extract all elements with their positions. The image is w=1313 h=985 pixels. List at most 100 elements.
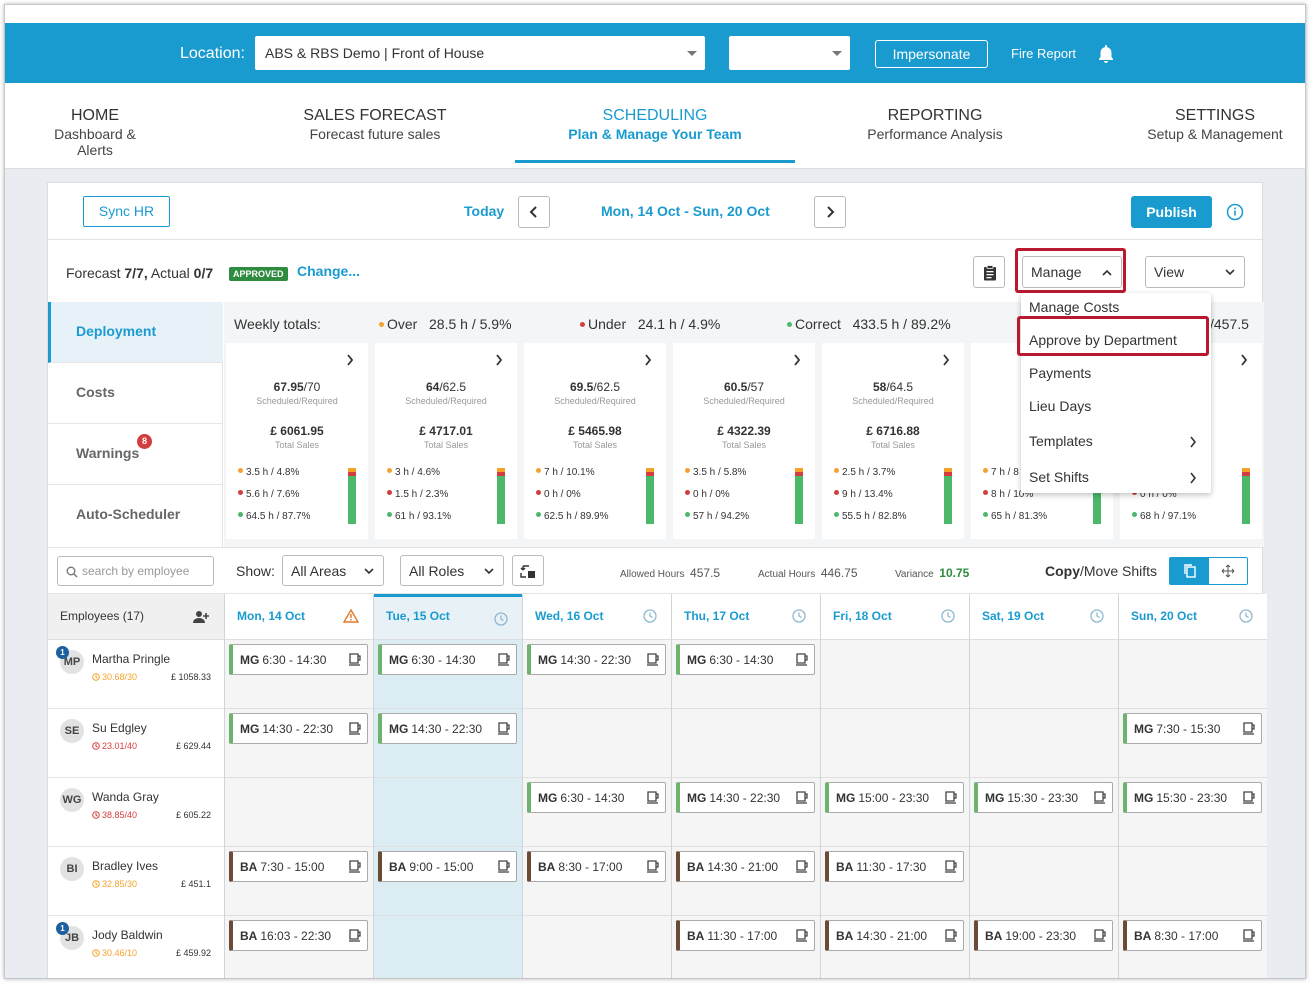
scheduled-required: 67.95/70 xyxy=(273,380,321,394)
change-forecast-link[interactable]: Change... xyxy=(297,263,361,279)
chevron-right-icon[interactable] xyxy=(644,353,652,371)
shift-block[interactable]: MG 7:30 - 15:30 xyxy=(1123,713,1262,744)
over-dot-icon xyxy=(379,322,384,327)
employee-row[interactable]: WG Wanda Gray 38.85/40 £ 605.22 xyxy=(48,778,224,847)
shift-block[interactable]: BA 14:30 - 21:00 xyxy=(825,920,964,951)
sync-hr-button[interactable]: Sync HR xyxy=(83,196,170,227)
publish-button[interactable]: Publish xyxy=(1131,196,1212,228)
shift-block[interactable]: MG 14:30 - 22:30 xyxy=(676,782,815,813)
tab-deployment[interactable]: Deployment xyxy=(48,302,223,363)
nav-settings[interactable]: SETTINGS Setup & Management xyxy=(1147,107,1283,142)
day-header[interactable]: Mon, 14 Oct xyxy=(225,594,373,640)
shift-block[interactable]: MG 15:00 - 23:30 xyxy=(825,782,964,813)
nav-scheduling[interactable]: SCHEDULING Plan & Manage Your Team xyxy=(568,107,742,142)
shift-block[interactable]: MG 14:30 - 22:30 xyxy=(229,713,368,744)
day-column: Sun, 20 Oct MG 7:30 - 15:30 MG 15:30 - 23:30… xyxy=(1118,594,1268,978)
shift-text: MG 14:30 - 22:30 xyxy=(687,791,781,805)
shift-block[interactable]: BA 8:30 - 17:00 xyxy=(1123,920,1262,951)
menu-item-set-shifts[interactable]: Set Shifts xyxy=(1021,469,1211,485)
employee-row[interactable]: BI Bradley Ives 32.85/30 £ 451.1 xyxy=(48,847,224,916)
areas-select[interactable]: All Areas xyxy=(282,555,384,586)
location-select[interactable]: ABS & RBS Demo | Front of House xyxy=(255,36,705,70)
manage-dropdown[interactable]: Manage xyxy=(1022,256,1122,288)
menu-item-lieu-days[interactable]: Lieu Days xyxy=(1029,398,1092,414)
swap-view-button[interactable] xyxy=(512,555,544,586)
shift-block[interactable]: MG 6:30 - 14:30 xyxy=(527,782,666,813)
info-icon[interactable] xyxy=(1226,203,1244,226)
employee-hours: 38.85/40 xyxy=(92,810,137,820)
day-header[interactable]: Thu, 17 Oct xyxy=(672,594,820,640)
shift-block[interactable]: MG 6:30 - 14:30 xyxy=(229,644,368,675)
move-mode-button[interactable] xyxy=(1209,558,1247,584)
day-header[interactable]: Fri, 18 Oct xyxy=(821,594,969,640)
chevron-right-icon xyxy=(827,206,835,218)
shift-block[interactable]: BA 19:00 - 23:30 xyxy=(974,920,1113,951)
chevron-down-icon xyxy=(484,568,494,575)
roles-select[interactable]: All Roles xyxy=(400,555,504,586)
chevron-right-icon[interactable] xyxy=(346,353,354,371)
chevron-right-icon[interactable] xyxy=(793,353,801,371)
secondary-select[interactable] xyxy=(729,36,850,70)
schedule-grid: Employees (17) MP 1 Martha Pringle 30.68/30… xyxy=(48,594,1268,978)
avatar: MP 1 xyxy=(56,646,84,674)
nav-home[interactable]: HOME Dashboard & Alerts xyxy=(54,107,136,158)
under-dot-icon xyxy=(580,322,585,327)
day-header[interactable]: Sat, 19 Oct xyxy=(970,594,1118,640)
chevron-right-icon[interactable] xyxy=(1240,353,1248,371)
tab-auto-scheduler[interactable]: Auto-Scheduler xyxy=(76,506,181,522)
menu-item-approve-by-department[interactable]: Approve by Department xyxy=(1029,332,1177,348)
break-icon xyxy=(796,929,808,942)
shift-block[interactable]: BA 11:30 - 17:00 xyxy=(676,920,815,951)
employee-row[interactable]: SE Su Edgley 23.01/40 £ 629.44 xyxy=(48,709,224,778)
chevron-right-icon[interactable] xyxy=(942,353,950,371)
prev-week-button[interactable] xyxy=(518,196,550,228)
coverage-bar xyxy=(944,468,952,524)
impersonate-button[interactable]: Impersonate xyxy=(875,40,988,68)
chevron-right-icon[interactable] xyxy=(495,353,503,371)
shift-text: MG 6:30 - 14:30 xyxy=(240,653,327,667)
employee-row[interactable]: MP 1 Martha Pringle 30.68/30 £ 1058.33 xyxy=(48,640,224,709)
menu-item-manage-costs[interactable]: Manage Costs xyxy=(1029,299,1120,315)
shift-block[interactable]: BA 11:30 - 17:30 xyxy=(825,851,964,882)
fire-report-link[interactable]: Fire Report xyxy=(1011,46,1077,61)
employee-cost: £ 459.92 xyxy=(175,948,211,958)
shift-block[interactable]: BA 8:30 - 17:00 xyxy=(527,851,666,882)
shift-block[interactable]: BA 14:30 - 21:00 xyxy=(676,851,815,882)
notification-badge: 1 xyxy=(56,646,69,659)
tab-costs[interactable]: Costs xyxy=(48,363,223,424)
coverage-bar xyxy=(1242,468,1250,524)
clock-icon xyxy=(92,742,100,750)
move-icon xyxy=(1221,564,1235,578)
shift-block[interactable]: BA 16:03 - 22:30 xyxy=(229,920,368,951)
shift-block[interactable]: MG 6:30 - 14:30 xyxy=(676,644,815,675)
day-header[interactable]: Wed, 16 Oct xyxy=(523,594,671,640)
employee-row[interactable]: JB 1 Jody Baldwin 30.46/10 £ 459.92 xyxy=(48,916,224,978)
weekly-over: Over 28.5 h / 5.9% xyxy=(379,316,512,332)
today-button[interactable]: Today xyxy=(464,203,505,219)
day-header[interactable]: Tue, 15 Oct xyxy=(374,594,522,640)
correct-stat: 57 h / 94.2% xyxy=(685,511,749,522)
shift-block[interactable]: MG 14:30 - 22:30 xyxy=(378,713,517,744)
menu-item-payments[interactable]: Payments xyxy=(1029,365,1092,381)
nav-sales-forecast[interactable]: SALES FORECAST Forecast future sales xyxy=(303,107,447,142)
shift-block[interactable]: BA 7:30 - 15:00 xyxy=(229,851,368,882)
add-user-icon[interactable] xyxy=(193,610,209,624)
bell-icon[interactable] xyxy=(1097,44,1115,69)
shift-block[interactable]: MG 14:30 - 22:30 xyxy=(527,644,666,675)
search-input[interactable]: search by employee xyxy=(57,556,214,586)
day-header[interactable]: Sun, 20 Oct xyxy=(1119,594,1267,640)
under-stat: 0 h / 0% xyxy=(685,489,730,500)
copy-mode-button[interactable] xyxy=(1170,558,1209,584)
shift-block[interactable]: MG 15:30 - 23:30 xyxy=(974,782,1113,813)
next-week-button[interactable] xyxy=(814,196,846,228)
clipboard-button[interactable] xyxy=(973,256,1005,288)
shift-block[interactable]: BA 9:00 - 15:00 xyxy=(378,851,517,882)
shift-text: MG 15:30 - 23:30 xyxy=(985,791,1079,805)
nav-reporting[interactable]: REPORTING Performance Analysis xyxy=(867,107,1003,142)
shift-block[interactable]: MG 15:30 - 23:30 xyxy=(1123,782,1262,813)
tab-warnings[interactable]: Warnings 8 xyxy=(48,424,223,485)
break-icon xyxy=(349,860,361,873)
menu-item-templates[interactable]: Templates xyxy=(1021,433,1211,449)
view-dropdown[interactable]: View xyxy=(1145,256,1245,288)
shift-block[interactable]: MG 6:30 - 14:30 xyxy=(378,644,517,675)
